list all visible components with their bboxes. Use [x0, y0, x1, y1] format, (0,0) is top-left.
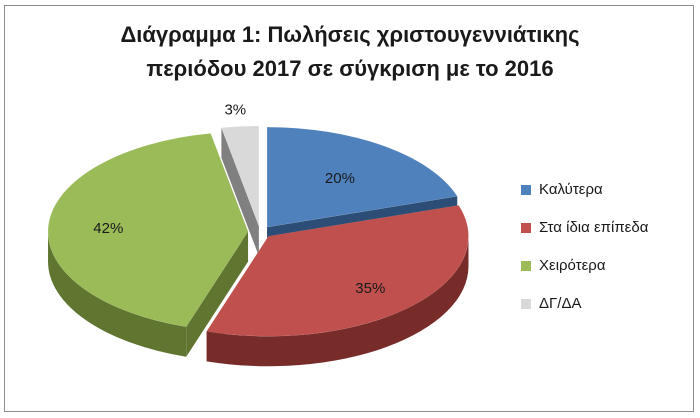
- chart-title: Διάγραμμα 1: Πωλήσεις χριστουγεννιάτικης…: [5, 18, 695, 86]
- pie-tops: [47, 125, 469, 337]
- legend-label-dk-na: ΔΓ/ΔΑ: [539, 295, 582, 312]
- pie-slice-worse: [47, 133, 249, 328]
- pie-data-labels: 20% 35% 42% 3%: [93, 102, 385, 298]
- data-label-better: 20%: [325, 170, 355, 187]
- legend-item-worse: Χειρότερα: [521, 256, 648, 275]
- pie-slice-dk-na: [221, 125, 260, 227]
- legend-swatch-dk-na: [521, 298, 531, 309]
- pie-slice-same: [206, 205, 469, 337]
- legend-item-dk-na: ΔΓ/ΔΑ: [521, 294, 648, 313]
- chart-title-line-1: Διάγραμμα 1: Πωλήσεις χριστουγεννιάτικης: [120, 22, 580, 47]
- pie-wall-dk-na-start: [221, 127, 259, 257]
- legend-label-worse: Χειρότερα: [539, 257, 606, 274]
- legend-swatch-better: [521, 184, 531, 195]
- legend-swatch-worse: [521, 260, 531, 271]
- pie-rim-worse: [48, 231, 187, 357]
- legend-label-same: Στα ίδια επίπεδα: [539, 219, 649, 236]
- legend-item-same: Στα ίδια επίπεδα: [521, 218, 648, 237]
- chart-title-line-2: περιόδου 2017 σε σύγκριση με το 2016: [146, 56, 554, 81]
- pie-rim-same: [206, 236, 469, 367]
- legend-item-better: Καλύτερα: [521, 180, 648, 199]
- pie-slice-better: [266, 126, 458, 228]
- data-label-same: 35%: [355, 280, 385, 297]
- legend-label-better: Καλύτερα: [539, 181, 603, 198]
- pie-wall-worse-start: [186, 231, 249, 357]
- data-label-worse: 42%: [93, 220, 123, 237]
- data-label-dk-na: 3%: [224, 102, 246, 119]
- legend-swatch-same: [521, 222, 531, 233]
- legend: Καλύτερα Στα ίδια επίπεδα Χειρότερα ΔΓ/Δ…: [521, 180, 648, 332]
